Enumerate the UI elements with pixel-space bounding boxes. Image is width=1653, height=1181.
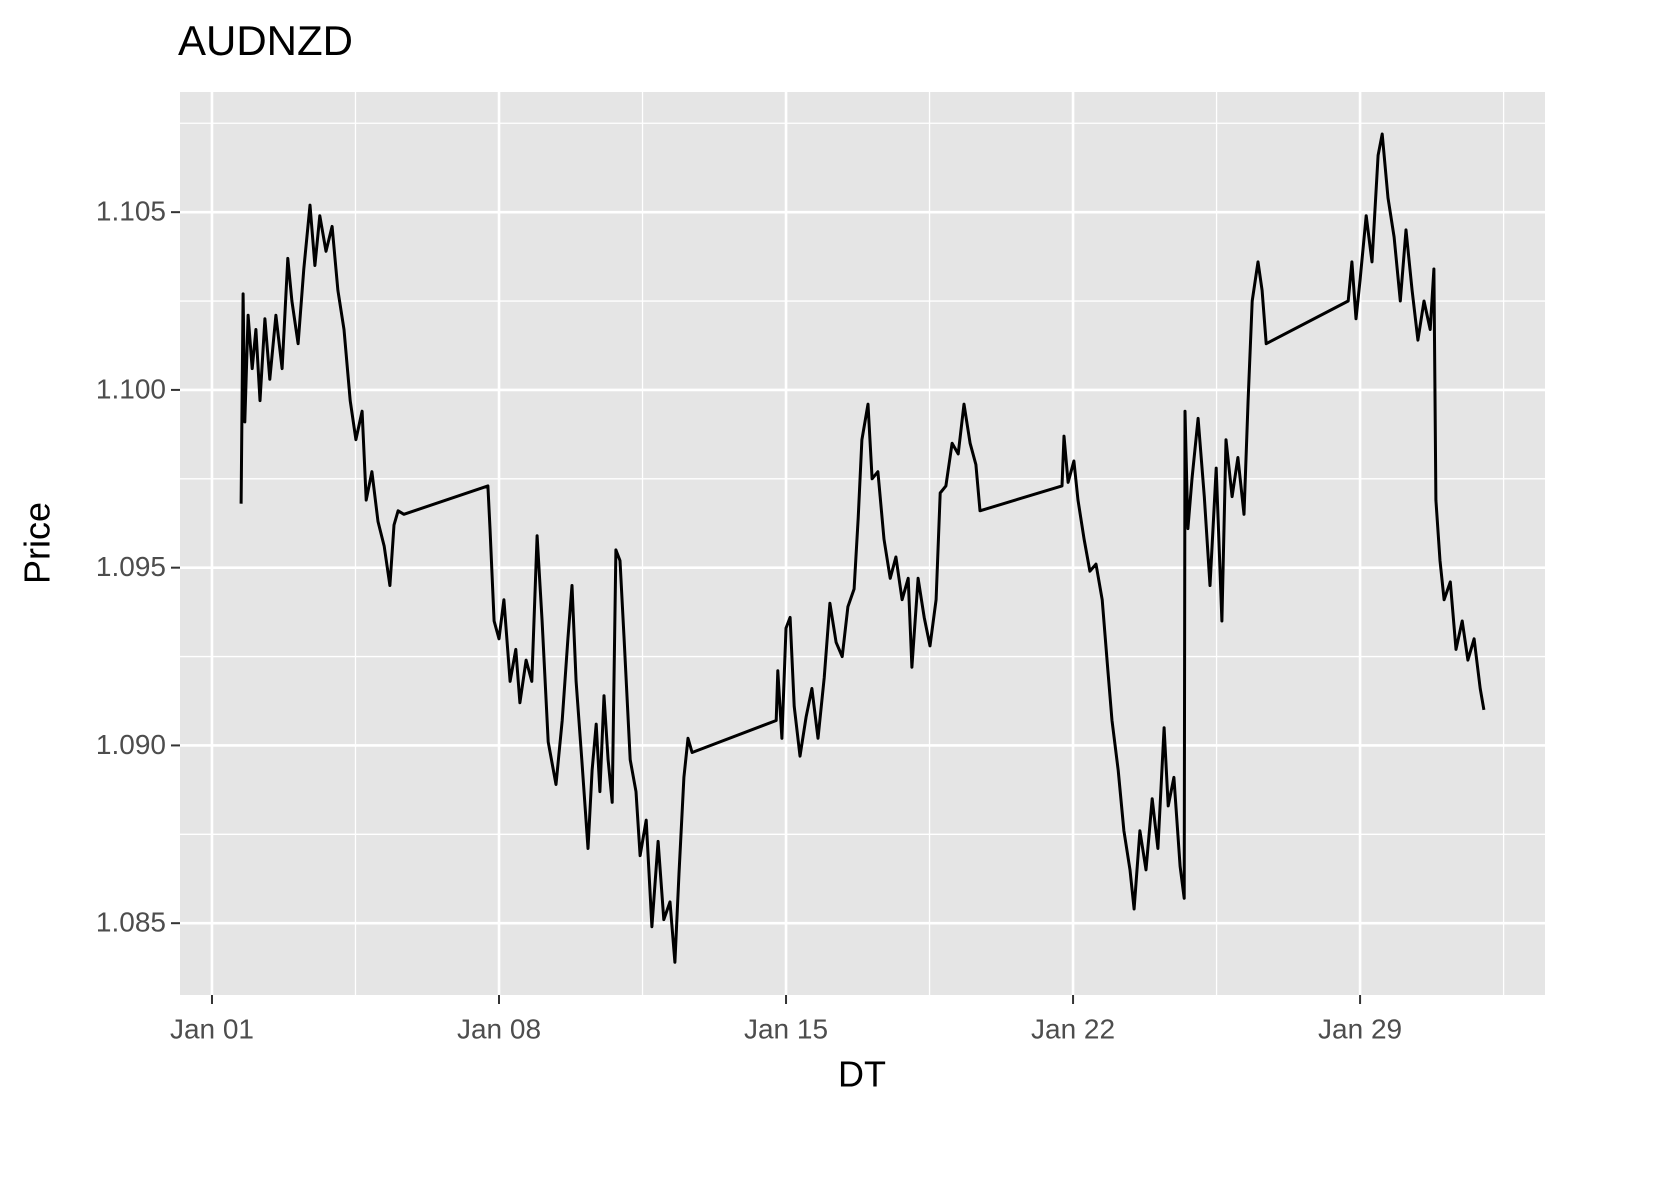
y-tick-label: 1.090 <box>96 729 166 760</box>
y-tick-label: 1.105 <box>96 196 166 227</box>
plot-background <box>180 92 1545 995</box>
x-tick-label: Jan 15 <box>744 1013 828 1044</box>
y-tick-label: 1.085 <box>96 907 166 938</box>
x-axis-label: DT <box>838 1054 886 1095</box>
x-tick-label: Jan 01 <box>170 1013 254 1044</box>
y-axis-label: Price <box>17 502 58 584</box>
price-line <box>239 132 1486 964</box>
chart-title: AUDNZD <box>178 17 353 64</box>
x-tick-label: Jan 29 <box>1318 1013 1402 1044</box>
y-tick-label: 1.100 <box>96 373 166 404</box>
x-tick-label: Jan 22 <box>1031 1013 1115 1044</box>
x-tick-label: Jan 08 <box>457 1013 541 1044</box>
y-tick-label: 1.095 <box>96 551 166 582</box>
